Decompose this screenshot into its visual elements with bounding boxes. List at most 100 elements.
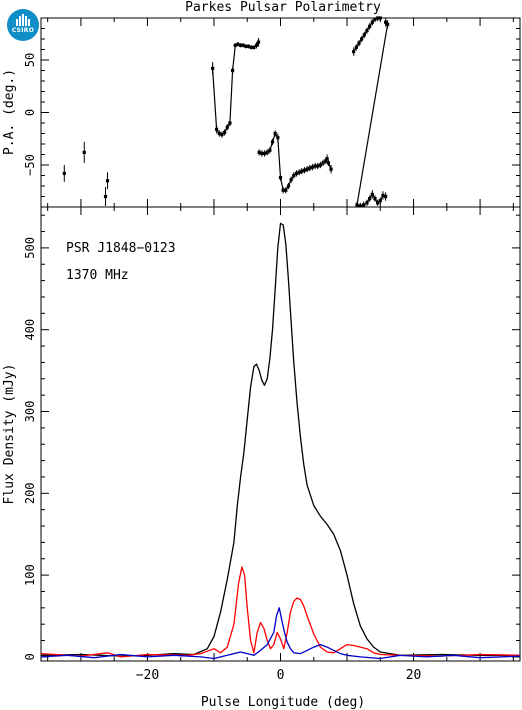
pa-point <box>276 136 280 140</box>
pa-point <box>103 194 108 199</box>
y-tick-label: −50 <box>23 154 37 176</box>
longitude-axis-label: Pulse Longitude (deg) <box>201 695 365 710</box>
pa-point <box>260 151 264 156</box>
pa-point <box>354 45 358 49</box>
y-tick-label: 400 <box>23 319 37 341</box>
pa-point <box>302 168 307 172</box>
pa-connector-line <box>356 24 389 207</box>
y-tick-label: 0 <box>23 109 37 116</box>
pa-point <box>254 43 259 47</box>
pa-point <box>284 188 288 192</box>
pa-point <box>82 150 86 154</box>
pa-point <box>236 42 240 46</box>
pa-point <box>365 201 369 205</box>
pa-point <box>294 171 299 175</box>
pa-point <box>329 167 333 171</box>
y-tick-label: 300 <box>23 401 37 423</box>
pa-axis-label: P.A. (deg.) <box>2 69 17 155</box>
y-tick-label: 100 <box>23 564 37 586</box>
pa-point <box>273 131 277 136</box>
pa-point <box>215 127 219 131</box>
x-tick-label: 20 <box>406 668 422 683</box>
y-tick-label: 500 <box>23 237 37 259</box>
pa-point <box>357 41 361 45</box>
pa-point <box>297 170 301 174</box>
pa-point <box>246 44 251 48</box>
flux-axis-label: Flux Density (mJy) <box>2 364 17 505</box>
pa-point <box>238 43 243 47</box>
pa-point <box>378 16 382 20</box>
pa-point <box>355 203 359 207</box>
pa-point <box>257 150 261 154</box>
pa-point <box>376 16 380 20</box>
circular-polarization-line <box>40 607 521 660</box>
pa-point <box>252 45 256 49</box>
pa-connector-line <box>212 41 260 136</box>
csiro-logo: CSIRO <box>7 9 39 41</box>
csiro-bars-icon <box>16 14 30 26</box>
x-tick-label: −20 <box>136 668 159 683</box>
pa-point <box>352 50 356 54</box>
pa-point <box>370 20 374 24</box>
pa-point <box>365 29 369 33</box>
pa-point <box>225 125 229 129</box>
y-tick-label: 200 <box>23 482 37 504</box>
pa-point <box>62 171 66 175</box>
pa-point <box>278 176 283 180</box>
pa-point <box>378 199 382 203</box>
pa-point <box>368 197 372 201</box>
position-angle-panel: −50 0 50 P.A. (deg.) <box>2 16 521 208</box>
pa-point <box>270 140 275 144</box>
pa-point <box>105 179 110 183</box>
pa-point <box>316 164 320 168</box>
pa-point <box>262 151 267 156</box>
pa-point <box>228 121 232 125</box>
pa-point <box>325 157 329 161</box>
y-tick-label: 0 <box>23 653 37 660</box>
pa-point <box>370 192 374 196</box>
pa-point <box>360 37 364 41</box>
pa-point <box>321 161 325 165</box>
pa-point <box>376 201 380 205</box>
pa-point <box>241 43 245 47</box>
pa-point <box>286 184 291 188</box>
pa-point <box>217 131 221 136</box>
pa-point <box>373 17 377 21</box>
pa-point <box>381 193 385 198</box>
pa-point <box>362 203 366 207</box>
y-tick-label: 50 <box>23 53 37 67</box>
pa-point <box>373 197 377 201</box>
pa-point <box>265 150 269 154</box>
chart-title: Parkes Pulsar Polarimetry <box>185 0 381 15</box>
pa-point <box>300 169 304 173</box>
pa-point <box>368 24 372 28</box>
pa-point <box>386 22 390 26</box>
pa-point <box>308 166 312 170</box>
pa-point <box>256 40 261 44</box>
x-tick-label: 0 <box>277 668 285 683</box>
pa-point <box>268 148 272 152</box>
pa-point <box>324 159 328 163</box>
pa-point <box>326 161 330 165</box>
pa-point <box>384 20 388 24</box>
pa-point <box>244 44 248 48</box>
csiro-logo-text: CSIRO <box>11 27 35 34</box>
pa-point <box>249 45 253 49</box>
pa-point <box>313 164 317 168</box>
pa-point <box>289 178 293 182</box>
frequency-label: 1370 MHz <box>66 268 129 283</box>
pa-point <box>384 194 388 199</box>
pa-point <box>281 188 285 192</box>
pulsar-name-label: PSR J1848−0123 <box>66 241 176 256</box>
linear-polarization-line <box>40 566 521 658</box>
pa-point <box>220 132 224 137</box>
total-intensity-line <box>40 222 520 657</box>
pa-point <box>292 173 296 178</box>
pa-point <box>362 33 366 37</box>
pa-point <box>211 66 215 70</box>
pa-point <box>233 43 237 47</box>
pa-point <box>223 130 227 135</box>
pa-point <box>358 204 362 208</box>
